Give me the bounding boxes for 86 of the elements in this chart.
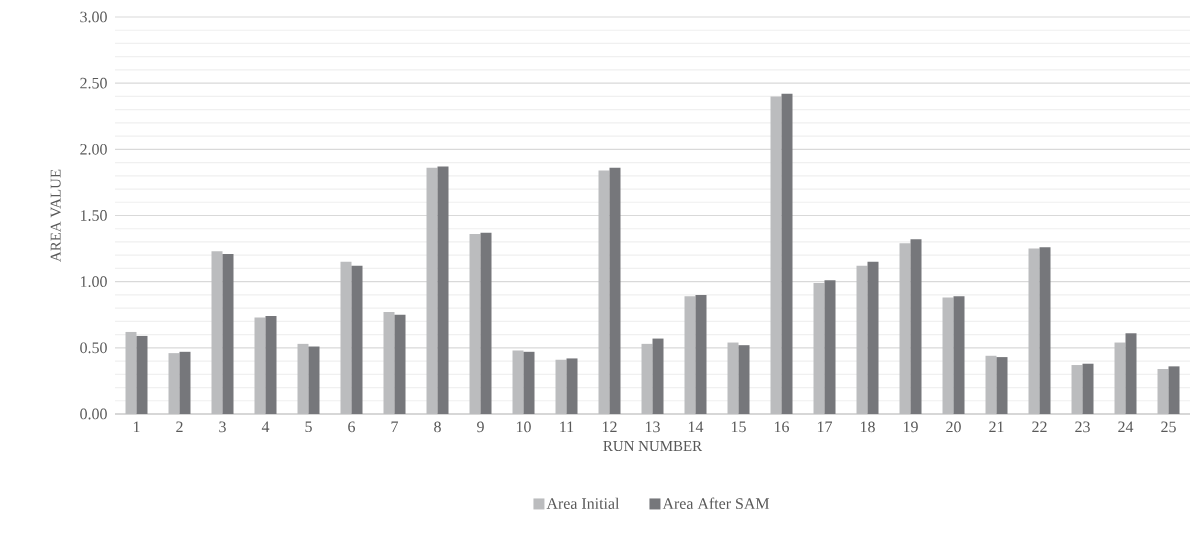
y-tick-label: 3.00 [80,11,107,23]
bar [469,234,481,414]
bar [781,93,793,414]
x-tick-label: 18 [860,421,875,433]
bar [1039,247,1051,414]
bar [437,166,449,414]
bar [394,314,406,414]
bar [297,343,309,414]
x-tick-label: 23 [1075,421,1090,433]
bar [641,343,653,414]
bar [942,297,954,414]
legend-label: Area Initial [546,497,620,509]
y-tick-label: 2.00 [80,143,107,155]
bar [566,358,578,414]
bar [695,294,707,414]
x-tick-label: 2 [176,421,183,433]
y-axis-title: AREA VALUE [50,169,61,262]
bar [813,282,825,414]
bar [125,331,137,414]
bar [856,265,868,414]
bar [523,351,535,414]
bar [308,346,320,414]
bar [480,232,492,414]
bar [340,261,352,414]
bar [383,312,395,414]
bar [1071,365,1083,414]
y-tick-label: 0.50 [80,342,107,354]
bar [254,317,266,414]
bar [136,335,148,414]
bar [598,170,610,414]
x-tick-label: 24 [1118,421,1134,433]
bar [211,251,223,414]
x-tick-label: 7 [391,421,399,432]
bar [1114,342,1126,414]
bar [770,96,782,414]
x-tick-label: 5 [305,421,312,433]
bar [652,338,664,414]
x-tick-label: 11 [560,421,574,433]
x-tick-label: 25 [1161,421,1176,433]
bar [426,167,438,414]
bar [867,261,879,414]
bar [1028,248,1040,414]
bar [996,357,1008,414]
bar [351,265,363,414]
x-tick-label: 8 [434,421,441,433]
x-tick-label: 3 [219,421,226,433]
legend-label: Area After SAM [662,497,770,509]
bar [684,296,696,414]
bar [910,239,922,414]
x-tick-label: 20 [946,421,961,433]
x-tick-label: 10 [516,421,531,433]
x-tick-label: 19 [903,421,918,433]
x-tick-label: 9 [477,421,484,433]
x-tick-label: 21 [989,421,1004,433]
x-tick-label: 1 [133,421,140,433]
bar [824,280,836,414]
x-tick-label: 22 [1032,421,1047,433]
x-tick-label: 15 [731,421,746,433]
y-tick-label: 0.00 [80,408,107,420]
x-tick-label: 17 [817,421,833,433]
x-tick-label: 16 [774,421,790,433]
x-tick-label: 13 [645,421,660,433]
bar [899,243,911,414]
x-tick-label: 12 [602,421,617,433]
bar [265,316,277,414]
bar [168,353,180,414]
bar [179,351,191,414]
bar [953,296,965,414]
bar [1157,369,1169,414]
bar [222,253,234,414]
bar [985,355,997,414]
bar [727,342,739,414]
y-tick-label: 1.50 [80,210,107,221]
y-tick-label: 1.00 [80,276,107,288]
y-tick-label: 2.50 [80,77,107,89]
bar [555,359,567,414]
x-tick-label: 14 [688,421,704,433]
x-axis-title: RUN NUMBER [603,441,703,452]
x-tick-label: 4 [261,421,270,433]
bar [1125,333,1137,414]
bar [609,167,621,414]
bar [512,350,524,414]
bar [1082,363,1094,414]
bar [1168,366,1180,414]
x-tick-label: 6 [348,421,356,433]
bar [738,345,750,414]
